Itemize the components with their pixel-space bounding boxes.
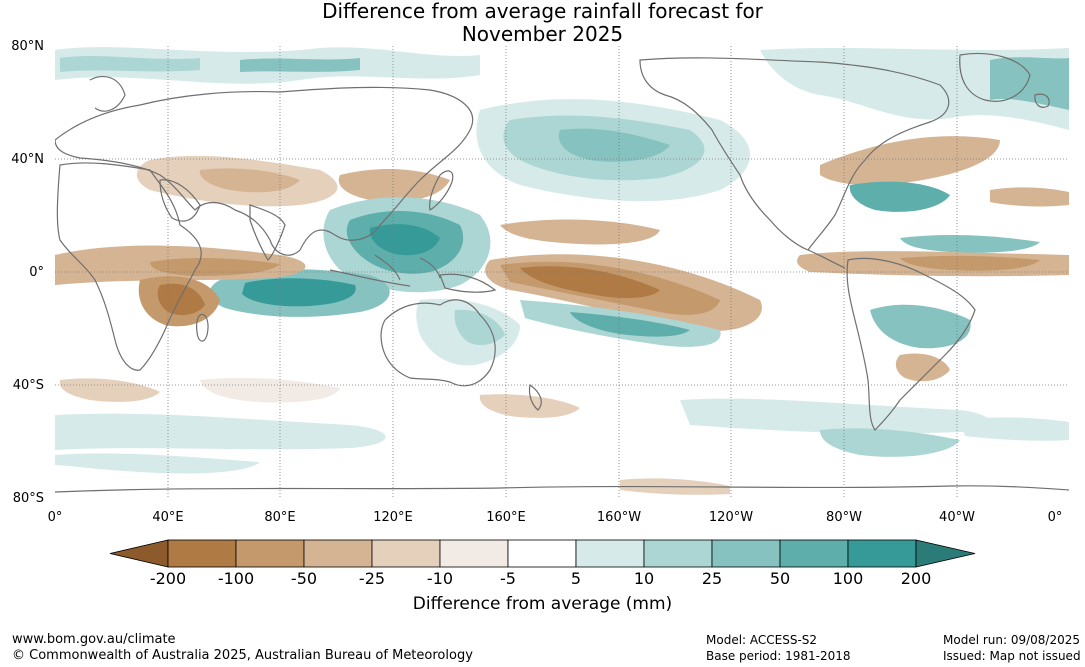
coastlines [55,52,1069,493]
lat-label-40n: 40°N [11,152,44,167]
indonesia-outline [329,254,441,287]
new-guinea-outline [439,273,497,293]
legend-extend-left [109,539,169,568]
lon-label-80w: 80°W [826,510,862,525]
legend-swatch-9 [711,539,781,568]
antarctica-outline [55,485,1069,493]
lon-label-120e: 120°E [373,510,413,525]
iceland-outline [1034,93,1050,108]
legend-swatch-5 [439,539,509,568]
lon-label-160w: 160°W [596,510,642,525]
legend-swatch-4 [371,539,441,568]
legend-tick-label: -50 [290,569,318,588]
lat-label-equator: 0° [29,265,44,280]
madagascar-outline [196,313,209,342]
legend-tick-label: -200 [149,569,187,588]
lon-label-80e: 80°E [264,510,296,525]
japan-outline [429,170,454,211]
anomaly-fields [55,47,1069,495]
lon-label-40w: 40°W [939,510,975,525]
footer-base-period: Base period: 1981-2018 [706,649,851,663]
legend-tick-label: 100 [832,569,864,588]
legend-tick-label: -100 [217,569,255,588]
lat-label-80n: 80°N [11,39,44,54]
scandinavia-outline [89,75,126,112]
footer-model-run: Model run: 09/08/2025 [943,633,1081,647]
title-line-1: Difference from average rainfall forecas… [322,0,763,23]
central-america-outline [807,249,846,269]
legend-swatch-7 [575,539,645,568]
footer-website: www.bom.gov.au/climate [12,632,176,647]
gridlines [55,46,1069,498]
legend-tick-label: 10 [633,569,655,588]
legend-swatch-10 [779,539,849,568]
lat-label-80s: 80°S [12,491,44,506]
new-zealand-outline [528,383,542,411]
legend-extend-right [915,539,976,568]
footer-issued: Issued: Map not issued [943,649,1081,663]
south-america-outline [846,257,976,431]
lon-label-0-left: 0° [47,510,63,525]
legend-swatch-6 [507,539,577,568]
legend-title: Difference from average (mm) [412,594,673,614]
footer-model: Model: ACCESS-S2 [706,633,818,647]
lat-label-40s: 40°S [12,378,44,393]
lon-label-160e: 160°E [486,510,526,525]
lon-label-0-right: 0° [1047,510,1063,525]
legend-swatch-2 [235,539,305,568]
title-line-2: November 2025 [461,22,624,46]
footer-copyright: © Commonwealth of Australia 2025, Austra… [12,648,473,663]
legend-tick-label: -25 [358,569,386,588]
legend-tick-label: 5 [570,569,582,588]
legend-tick-label: 25 [701,569,723,588]
lon-label-120w: 120°W [708,510,754,525]
africa-outline [56,162,202,371]
legend-swatch-1 [167,539,237,568]
greenland-outline [959,52,1031,102]
legend-tick-label: -5 [500,569,516,588]
legend-swatch-3 [303,539,373,568]
legend-swatch-8 [643,539,713,568]
north-america-outline [639,57,950,251]
legend-tick-label: 200 [900,569,932,588]
legend-tick-label: -10 [426,569,454,588]
legend-tick-label: 50 [769,569,791,588]
arabia-outline [159,179,201,222]
lon-label-40e: 40°E [152,510,184,525]
legend-swatch-11 [847,539,917,568]
india-outline [249,204,286,261]
map-title: Difference from average rainfall forecas… [0,0,1085,46]
australia-outline [380,299,496,387]
